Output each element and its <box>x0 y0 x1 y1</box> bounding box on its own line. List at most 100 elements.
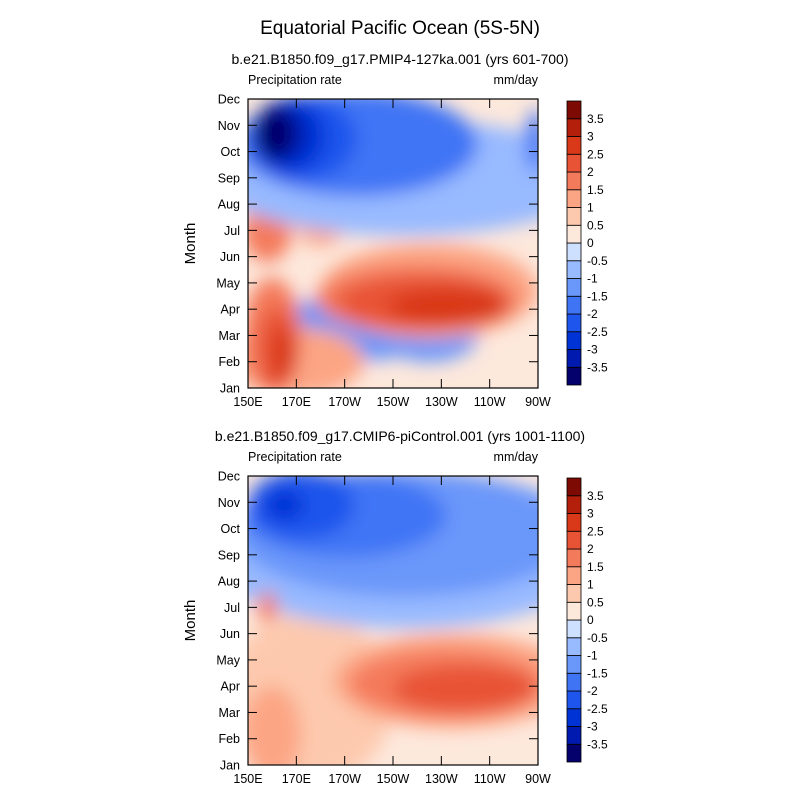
x-tick-label: 170E <box>282 395 311 409</box>
left-string: Precipitation rate <box>248 73 342 87</box>
colorbar-swatch <box>566 366 582 386</box>
x-tick-label: 150W <box>377 395 410 409</box>
colorbar-swatch <box>566 224 582 244</box>
colorbar-label: -3 <box>587 720 598 734</box>
colorbar-label: -1 <box>587 649 598 663</box>
colorbar-swatch <box>566 242 582 262</box>
colorbar-label: -1.5 <box>587 289 608 303</box>
x-tick-label: 150W <box>377 772 410 786</box>
y-tick-label: Oct <box>221 522 241 536</box>
colorbar-label: 2.5 <box>587 147 604 161</box>
heatmap-field <box>248 99 538 388</box>
colorbar-swatch <box>566 530 582 550</box>
colorbar-swatch <box>566 690 582 710</box>
colorbar-swatch <box>566 655 582 674</box>
colorbar-swatch <box>566 171 582 191</box>
x-tick-label: 110W <box>474 395 506 409</box>
y-tick-label: Oct <box>221 145 241 159</box>
colorbar: 3.5 3 2.5 2 1.5 1 0.5 0 -0.5 -1 -1.5 -2 -2.5 -3 -3.5 <box>566 477 608 763</box>
colorbar-swatch <box>566 136 582 155</box>
y-tick-label: Mar <box>218 706 240 720</box>
y-axis-title: Month <box>182 223 199 265</box>
panel-subtitle: b.e21.B1850.f09_g17.PMIP4-127ka.001 (yrs… <box>231 51 568 67</box>
x-tick-label: 130W <box>425 772 458 786</box>
contour-region <box>248 686 302 765</box>
colorbar-swatch <box>566 513 582 532</box>
heatmap-field <box>248 476 538 765</box>
colorbar-swatch <box>566 637 582 656</box>
colorbar-label: -3.5 <box>587 737 608 751</box>
y-tick-label: Jul <box>224 601 240 615</box>
y-tick-label: Apr <box>221 303 240 317</box>
colorbar-label: 0 <box>587 613 594 627</box>
colorbar: 3.5 3 2.5 2 1.5 1 0.5 0 -0.5 -1 -1.5 -2 -2.5 -3 -3.5 <box>566 100 608 386</box>
y-tick-label: Feb <box>218 355 240 369</box>
y-tick-label: Jan <box>220 759 240 773</box>
colorbar-label: 0.5 <box>587 595 604 609</box>
colorbar-label: -1.5 <box>587 666 608 680</box>
colorbar-label: 3.5 <box>587 489 604 503</box>
panel-pmip4: b.e21.B1850.f09_g17.PMIP4-127ka.001 (yrs… <box>182 51 608 409</box>
contour-region <box>255 108 294 159</box>
contour-region <box>264 489 304 521</box>
x-tick-label: 170W <box>328 772 361 786</box>
colorbar-swatch <box>566 601 582 621</box>
colorbar-swatch <box>566 619 582 639</box>
colorbar-swatch <box>566 189 582 208</box>
colorbar-swatch <box>566 672 582 692</box>
colorbar-swatch <box>566 349 582 368</box>
x-tick-label: 170W <box>328 395 361 409</box>
x-tick-label: 90W <box>525 395 551 409</box>
colorbar-label: 3 <box>587 507 594 521</box>
colorbar-label: 2 <box>587 542 594 556</box>
colorbar-swatch <box>566 566 582 585</box>
colorbar-swatch <box>566 207 582 226</box>
contour-region <box>257 591 278 624</box>
y-tick-label: Sep <box>218 548 240 562</box>
colorbar-swatch <box>566 100 582 120</box>
y-tick-label: Feb <box>218 732 240 746</box>
colorbar-swatch <box>566 726 582 745</box>
y-tick-label: Nov <box>218 496 241 510</box>
colorbar-swatch <box>566 260 582 279</box>
colorbar-label: 2 <box>587 165 594 179</box>
y-tick-label: Jun <box>220 250 240 264</box>
colorbar-label: 1 <box>587 201 594 215</box>
colorbar-swatch <box>566 331 582 350</box>
contour-region <box>393 665 538 713</box>
y-tick-label: Sep <box>218 171 240 185</box>
y-tick-label: Apr <box>221 680 240 694</box>
y-tick-label: Mar <box>218 329 240 343</box>
colorbar-swatch <box>566 118 582 137</box>
panel-picontrol: b.e21.B1850.f09_g17.CMIP6-piControl.001 … <box>182 428 608 786</box>
x-tick-label: 90W <box>525 772 551 786</box>
colorbar-label: 3 <box>587 130 594 144</box>
contour-region <box>525 109 538 173</box>
colorbar-label: 1 <box>587 578 594 592</box>
colorbar-swatch <box>566 495 582 514</box>
left-string: Precipitation rate <box>248 450 342 464</box>
colorbar-swatch <box>566 548 582 568</box>
colorbar-label: -3 <box>587 343 598 357</box>
x-tick-label: 150E <box>233 395 262 409</box>
contour-region <box>388 288 510 325</box>
colorbar-swatch <box>566 743 582 763</box>
right-string: mm/day <box>494 450 539 464</box>
y-tick-label: Jul <box>224 224 240 238</box>
colorbar-label: 1.5 <box>587 183 604 197</box>
contour-region <box>272 327 297 381</box>
colorbar-swatch <box>566 295 582 315</box>
y-tick-label: Dec <box>218 93 240 107</box>
y-tick-label: Jan <box>220 382 240 396</box>
colorbar-label: -0.5 <box>587 631 608 645</box>
colorbar-swatch <box>566 313 582 333</box>
colorbar-label: 3.5 <box>587 112 604 126</box>
y-tick-label: Nov <box>218 119 241 133</box>
right-string: mm/day <box>494 73 539 87</box>
x-tick-label: 130W <box>425 395 458 409</box>
colorbar-label: -2.5 <box>587 325 608 339</box>
y-axis-title: Month <box>182 600 199 642</box>
colorbar-label: -2 <box>587 684 598 698</box>
colorbar-swatch <box>566 153 582 173</box>
colorbar-label: -2 <box>587 307 598 321</box>
